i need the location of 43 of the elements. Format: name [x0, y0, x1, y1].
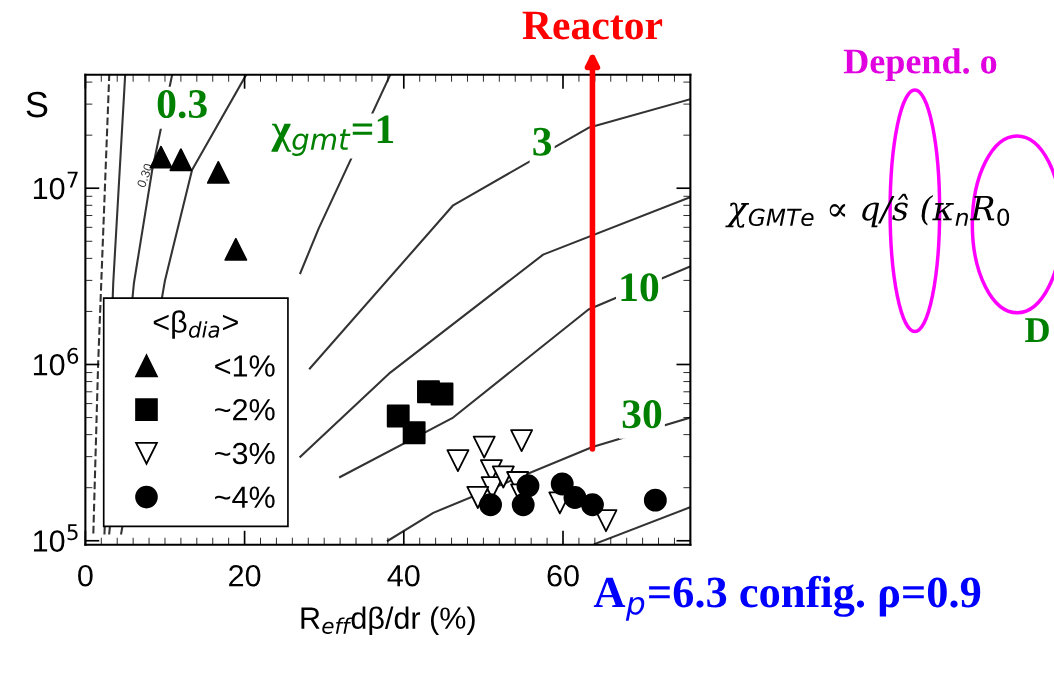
legend-title: <β$_{dia}$>: [153, 310, 238, 339]
point: [594, 509, 618, 533]
point: [446, 449, 470, 473]
legend-label: ~3%: [215, 442, 275, 465]
text: A$_{p}$=6.3 config. ρ=0.9: [593, 575, 981, 621]
annotation: 0.3: [157, 90, 207, 119]
legend-label: <1%: [215, 355, 275, 377]
point: [472, 435, 496, 459]
line-series: [299, 196, 691, 458]
y-axis-title: S: [26, 91, 48, 118]
annotation: Reactor: [522, 11, 663, 40]
point: [511, 493, 535, 517]
point: [581, 493, 604, 517]
y-tick-label: 10$^{5}$: [33, 524, 78, 552]
x-tick-label: 60: [547, 564, 579, 587]
annotation: 30: [622, 400, 662, 429]
text: D: [1025, 318, 1049, 342]
legend-label: ~4%: [215, 486, 275, 508]
annotation: 0.30: [136, 162, 154, 188]
point: [510, 429, 534, 453]
annotation: χ$_{gmt}$=1: [271, 115, 394, 156]
point: [169, 148, 193, 172]
y-tick-label: 10$^{7}$: [33, 171, 78, 200]
x-tick-label: 20: [229, 564, 261, 587]
point: [563, 486, 587, 509]
point: [430, 382, 454, 406]
point: [516, 474, 540, 498]
annotation: 10: [621, 273, 659, 302]
point: [643, 488, 667, 512]
point: [550, 472, 574, 496]
point: [479, 493, 502, 517]
point: [224, 237, 248, 261]
line-series: [339, 265, 691, 479]
x-axis-title: R$_{eff}$dβ/dr (%): [301, 606, 475, 635]
x-tick-label: 40: [387, 564, 420, 587]
text: Depend. o: [843, 48, 997, 81]
x-tick-label: 0: [78, 564, 93, 587]
point: [466, 486, 490, 509]
point: [402, 421, 426, 445]
legend-label: ~2%: [215, 398, 275, 421]
point: [206, 160, 230, 184]
annotation: 3: [533, 127, 552, 156]
y-tick-label: 10$^{6}$: [33, 347, 79, 376]
